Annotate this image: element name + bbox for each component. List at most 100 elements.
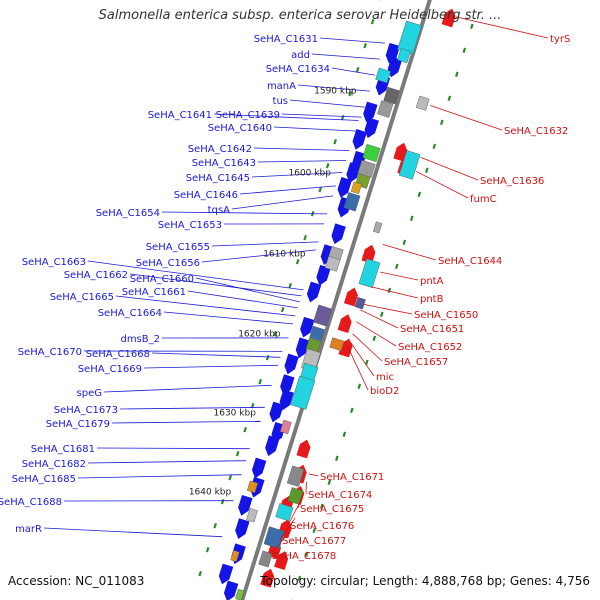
gene-block bbox=[383, 86, 400, 105]
gene-block bbox=[324, 256, 341, 272]
genome-title: Salmonella enterica subsp. enterica sero… bbox=[98, 8, 502, 23]
left-gene-label: tqsA bbox=[208, 205, 230, 216]
callout-line bbox=[161, 211, 328, 215]
callout-line bbox=[297, 84, 370, 92]
left-gene-arrow bbox=[364, 117, 379, 139]
tick-mark bbox=[327, 479, 332, 486]
callout-line bbox=[455, 16, 549, 39]
right-gene-arrow bbox=[393, 142, 408, 162]
left-gene-label: SeHA_C1668 bbox=[86, 349, 150, 360]
callout-line bbox=[297, 491, 304, 509]
gene-block bbox=[375, 67, 391, 84]
left-gene-label: SeHA_C1681 bbox=[31, 444, 95, 455]
right-gene-label: pntA bbox=[420, 276, 444, 287]
callout-line bbox=[201, 249, 317, 263]
left-gene-arrow bbox=[346, 162, 361, 183]
tick-mark bbox=[220, 498, 225, 505]
callout-line bbox=[143, 364, 278, 369]
left-gene-arrow bbox=[331, 223, 346, 245]
tick-mark bbox=[198, 570, 202, 577]
left-gene-label: SeHA_C1645 bbox=[186, 173, 250, 184]
callout-line bbox=[163, 311, 293, 325]
callout-line bbox=[311, 53, 380, 60]
right-gene-label: SeHA_C1632 bbox=[504, 126, 568, 137]
callout-line bbox=[289, 99, 365, 108]
left-gene-arrow bbox=[295, 337, 311, 359]
right-gene-label: SeHA_C1678 bbox=[272, 551, 336, 562]
left-gene-arrow bbox=[238, 495, 253, 516]
callout-line bbox=[195, 277, 300, 303]
right-gene-label: SeHA_C1674 bbox=[308, 490, 372, 501]
left-gene-label: SeHA_C1646 bbox=[174, 190, 238, 201]
left-gene-label: SeHA_C1653 bbox=[158, 220, 222, 231]
gene-block bbox=[397, 48, 411, 64]
callout-line bbox=[43, 527, 223, 538]
left-gene-label: SeHA_C1639 bbox=[216, 110, 280, 121]
left-gene-label: add bbox=[291, 50, 310, 61]
right-gene-label: SeHA_C1650 bbox=[414, 310, 478, 321]
right-gene-arrow bbox=[274, 551, 289, 571]
left-gene-label: SeHA_C1669 bbox=[78, 364, 142, 375]
tick-mark bbox=[355, 66, 360, 73]
tick-mark bbox=[440, 119, 444, 126]
accession-label: Accession: NC_011083 bbox=[8, 574, 145, 588]
tick-mark bbox=[288, 282, 292, 289]
tick-mark bbox=[312, 527, 317, 534]
left-gene-label: speG bbox=[77, 388, 102, 399]
left-gene-label: SeHA_C1670 bbox=[18, 347, 82, 358]
callout-line bbox=[356, 321, 397, 347]
tick-mark bbox=[235, 450, 240, 457]
left-gene-label: SeHA_C1663 bbox=[22, 257, 86, 268]
callout-line bbox=[211, 241, 319, 247]
tick-mark bbox=[380, 311, 384, 318]
right-gene-arrow bbox=[337, 314, 352, 334]
gene-block bbox=[343, 192, 361, 212]
tick-mark bbox=[318, 186, 322, 193]
left-gene-arrow bbox=[387, 56, 403, 78]
topology-label: Topology: circular; Length: 4,888,768 bp… bbox=[260, 574, 590, 588]
tick-mark bbox=[425, 167, 429, 174]
gene-block bbox=[230, 550, 240, 562]
callout-line bbox=[269, 529, 292, 556]
tick-mark bbox=[387, 287, 392, 294]
callout-line bbox=[115, 295, 296, 317]
right-gene-arrow bbox=[361, 244, 376, 264]
tick-mark bbox=[462, 47, 467, 54]
callout-line bbox=[273, 126, 358, 132]
left-gene-label: manA bbox=[267, 81, 296, 92]
callout-line bbox=[251, 172, 343, 178]
right-gene-label: SeHA_C1677 bbox=[282, 536, 346, 547]
left-gene-arrow bbox=[223, 580, 239, 600]
gene-block bbox=[275, 503, 294, 522]
gene-block bbox=[313, 304, 333, 327]
left-gene-label: SeHA_C1656 bbox=[136, 258, 200, 269]
callout-line bbox=[213, 113, 359, 121]
left-gene-label: SeHA_C1640 bbox=[208, 123, 272, 134]
tick-mark bbox=[265, 354, 270, 361]
left-gene-label: SeHA_C1673 bbox=[54, 405, 118, 416]
gene-block bbox=[290, 375, 316, 410]
left-gene-label: SeHA_C1679 bbox=[46, 419, 110, 430]
right-gene-label: SeHA_C1657 bbox=[384, 357, 448, 368]
right-gene-label: bioD2 bbox=[370, 386, 399, 397]
tick-mark bbox=[410, 215, 414, 222]
right-gene-label: SeHA_C1671 bbox=[320, 472, 384, 483]
tick-mark bbox=[348, 90, 352, 97]
callout-line bbox=[103, 384, 272, 393]
tick-mark bbox=[295, 258, 300, 265]
left-gene-arrow bbox=[235, 518, 250, 539]
kbp-scale-label: 1600 kbp bbox=[289, 168, 332, 178]
left-gene-label: SeHA_C1642 bbox=[188, 144, 252, 155]
left-gene-label: SeHA_C1661 bbox=[122, 287, 186, 298]
callout-line bbox=[129, 273, 302, 297]
left-gene-label: SeHA_C1655 bbox=[146, 242, 210, 253]
right-gene-label: tyrS bbox=[550, 34, 570, 45]
left-gene-arrow bbox=[269, 401, 284, 423]
tick-mark bbox=[205, 546, 210, 553]
right-gene-label: SeHA_C1675 bbox=[300, 504, 364, 515]
callout-line bbox=[371, 286, 419, 299]
kbp-scale-label: 1640 kbp bbox=[189, 487, 232, 497]
gene-block bbox=[350, 181, 362, 195]
callout-line bbox=[87, 260, 304, 291]
gene-block bbox=[258, 550, 273, 568]
